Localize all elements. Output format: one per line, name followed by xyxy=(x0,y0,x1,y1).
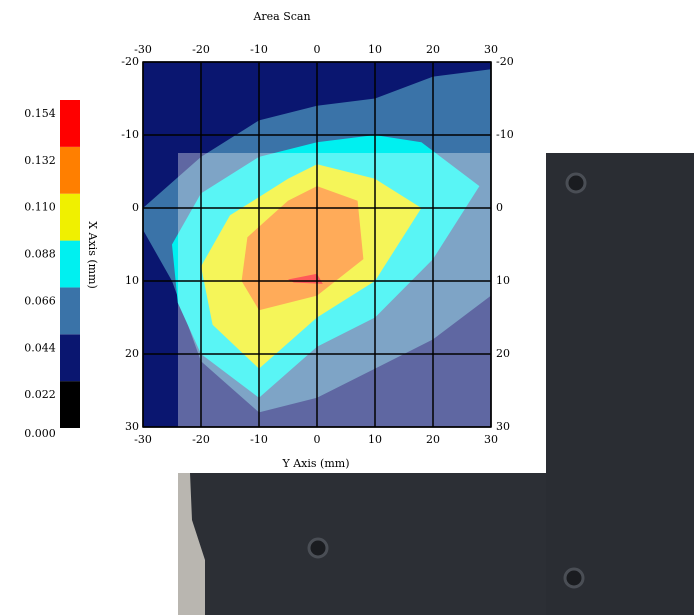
y-tick-label: -10 xyxy=(496,128,514,141)
x-tick-label: 10 xyxy=(368,43,382,56)
y-tick-label: -20 xyxy=(496,55,514,68)
colorbar: 0.000 0.022 0.044 0.066 0.088 0.110 0.132 0.154 xyxy=(24,100,80,440)
colorbar-swatch xyxy=(60,334,80,382)
colorbar-swatch xyxy=(60,287,80,335)
colorbar-swatch xyxy=(60,146,80,194)
y-tick-label: 10 xyxy=(496,274,510,287)
photo-device xyxy=(546,153,694,615)
y-tick-label: -10 xyxy=(121,128,139,141)
colorbar-tick-label: 0.044 xyxy=(24,341,56,354)
colorbar-tick-label: 0.110 xyxy=(24,201,56,214)
y-tick-label: 10 xyxy=(125,274,139,287)
y-tick-label: 20 xyxy=(125,347,139,360)
photo-screw xyxy=(565,172,587,194)
colorbar-tick-label: 0.088 xyxy=(24,248,56,261)
x-tick-label: -20 xyxy=(192,43,210,56)
plot-frame xyxy=(142,61,492,428)
y-tick-label: 0 xyxy=(132,201,139,214)
colorbar-swatch xyxy=(60,381,80,428)
x-tick-label: -10 xyxy=(250,43,268,56)
x-tick-label: 30 xyxy=(484,433,498,446)
y-tick-label: -20 xyxy=(121,55,139,68)
colorbar-swatch xyxy=(60,100,80,147)
y-tick-label: 20 xyxy=(496,347,510,360)
colorbar-swatch xyxy=(60,240,80,288)
x-axis-label: Y Axis (mm) xyxy=(281,457,349,470)
x-tick-label: 0 xyxy=(314,43,321,56)
colorbar-tick-label: 0.022 xyxy=(24,388,56,401)
plot-area xyxy=(143,62,491,427)
y-axis-label: X Axis (mm) xyxy=(86,221,99,289)
contour-region xyxy=(241,186,364,311)
photo-screw xyxy=(307,537,329,559)
y-tick-label: 30 xyxy=(125,420,139,433)
colorbar-tick-label: 0.066 xyxy=(24,294,56,307)
colorbar-swatch xyxy=(60,193,80,241)
x-tick-label: -30 xyxy=(134,433,152,446)
x-tick-label: -10 xyxy=(250,433,268,446)
x-tick-label: 20 xyxy=(426,433,440,446)
photo-device-edge xyxy=(190,473,546,615)
photo-overlay xyxy=(178,153,546,473)
y-tick-label: 30 xyxy=(496,420,510,433)
x-tick-label: 0 xyxy=(314,433,321,446)
x-tick-label: -20 xyxy=(192,433,210,446)
x-tick-label: 30 xyxy=(484,43,498,56)
x-tick-label: 10 xyxy=(368,433,382,446)
y-tick-label: 0 xyxy=(496,201,503,214)
x-tick-label: 20 xyxy=(426,43,440,56)
chart-title: Area Scan xyxy=(252,10,310,23)
colorbar-tick-label: 0.132 xyxy=(24,154,56,167)
x-tick-label: -30 xyxy=(134,43,152,56)
photo-screw xyxy=(563,567,585,589)
colorbar-tick-label: 0.154 xyxy=(24,107,56,120)
colorbar-tick-label: 0.000 xyxy=(24,427,56,440)
